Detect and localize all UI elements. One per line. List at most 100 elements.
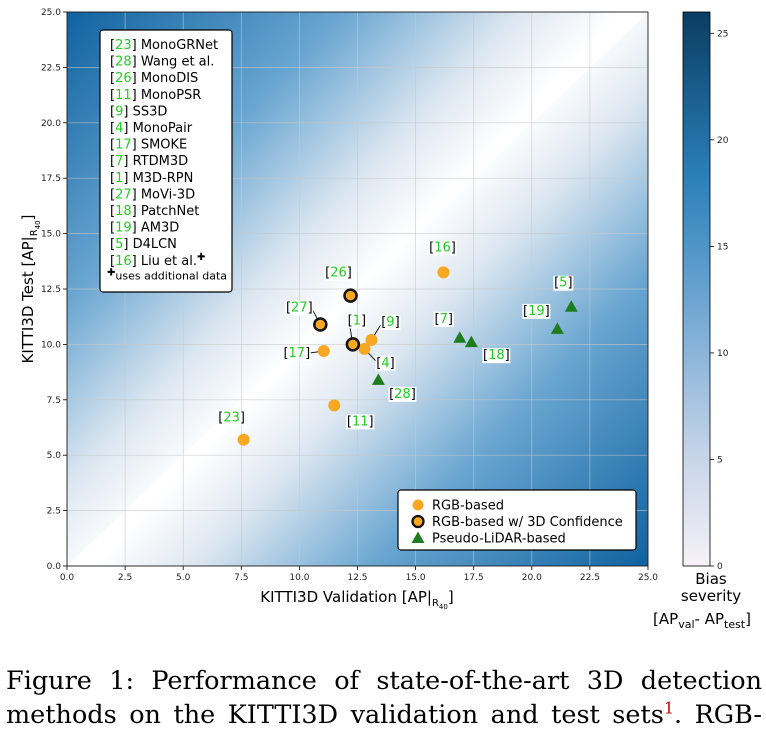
methods-legend-entry: [27] MoVi-3D [110,187,195,202]
methods-legend-entry: [16] Liu et al.✚ [110,252,205,269]
x-tick-label: 12.5 [347,573,367,583]
annotation-23: [23] [218,411,245,426]
x-tick-label: 2.5 [118,573,132,583]
annotation-box-7 [433,311,454,327]
annotation-17: [17] [283,346,310,361]
marker-circle-4 [358,342,371,355]
colorbar-bar [682,11,711,567]
methods-legend-entry: [1] M3D-RPN [110,171,193,186]
annotation-box-27 [285,300,314,316]
series-legend-label: Pseudo-LiDAR-based [432,532,566,547]
colorbar-tick-label: 15 [717,242,728,252]
methods-legend-entry: [17] SMOKE [110,138,187,153]
methods-legend-entry: [23] MonoGRNet [110,38,218,53]
y-tick-label: 20.0 [41,119,61,129]
marker-triangle-5 [564,300,578,312]
marker-circle-23 [237,433,250,446]
annotation-27: [27] [286,300,313,315]
annotation-box-11 [346,414,375,430]
x-tick-label: 22.5 [580,573,600,583]
marker-triangle-19 [550,322,564,334]
y-tick-label: 7.5 [47,396,61,406]
data-markers [237,266,578,446]
x-tick-label: 0.0 [60,573,75,583]
x-tick-label: 7.5 [234,573,248,583]
annotation-box-23 [217,410,246,426]
annotation-5: [5] [554,276,572,291]
x-tick-label: 5.0 [176,573,191,583]
annotation-box-18 [482,348,511,364]
marker-circle-9 [365,333,378,346]
annotation-1: [1] [348,313,366,328]
y-tick-label: 2.5 [47,507,61,517]
x-tick-label: 10.0 [289,573,309,583]
colorbar-label-line2: severity [681,587,741,605]
marker-triangle-28 [371,373,385,385]
colorbar-tick-label: 20 [717,136,729,146]
methods-legend-entry: [11] MonoPSR [110,88,201,103]
colorbar-label-formula: [APval- APtest] [653,610,751,631]
annotation-box-26 [324,265,353,281]
methods-legend-entry: [19] AM3D [110,221,179,236]
marker-triangle-18 [464,335,478,348]
y-tick-label: 10.0 [41,340,61,350]
methods-legend-entry: [28] Wang et al. [110,55,214,70]
annotation-box-28 [388,386,417,402]
colorbar-tick-label: 25 [717,29,728,39]
annotation-box-9 [380,314,401,330]
annotation-19: [19] [523,304,550,319]
y-tick-label: 25.0 [41,8,61,18]
caption-line-2: methods on the KITTI3D validation and te… [6,698,762,730]
marker-circle-outlined-1 [345,337,361,352]
annotation-box-5 [553,275,574,291]
colorbar: 0 5 10 15 20 25 Bias severity [APval- APtest] [653,11,751,631]
x-axis-ticks: 0.0 2.5 5.0 7.5 10.0 12.5 15.0 17.5 20.0 22.5 25.0 [60,566,658,583]
methods-legend-entry: [4] MonoPair [110,121,193,136]
annotation-7: [7] [435,312,453,327]
colorbar-tick-label: 5 [717,455,723,465]
annotation-9: [9] [381,315,399,330]
marker-circle-16 [437,266,450,279]
annotation-box-19 [522,303,551,319]
methods-legend-entry: [5] D4LCN [110,237,177,252]
y-axis-label: KITTI3D Test [AP|R40] [19,215,42,364]
annotation-26: [26] [325,266,352,281]
annotation-box-1 [346,313,367,329]
series-legend-label: RGB-based [432,499,504,514]
y-tick-label: 17.5 [41,174,61,184]
annotation-18: [18] [483,348,510,363]
annotation-11: [11] [347,414,374,429]
x-axis-label: KITTI3D Validation [AP|R40] [260,588,453,611]
marker-circle-outlined-26 [343,288,358,303]
annotation-box-16 [428,240,457,256]
annotation-28: [28] [389,387,416,402]
plot-background [67,12,648,566]
methods-legend-entry: [18] PatchNet [110,204,199,219]
caption-line-1: Figure 1: Performance of state-of-the-ar… [6,666,762,696]
colorbar-tick-label: 0 [717,562,723,572]
series-legend-swatch [412,499,424,511]
x-tick-label: 20.0 [522,573,542,583]
marker-circle-11 [328,399,341,412]
point-annotations: [1] [4] [5] [7] [9] [11] [16] [17] [18] [19] [23] [… [217,240,574,430]
methods-legend: [23] MonoGRNet [28] Wang et al.[26] MonoD… [99,29,233,293]
x-tick-label: 17.5 [464,573,484,583]
methods-legend-entry: [7] RTDM3D [110,154,188,169]
colorbar-ticks: 0 5 10 15 20 25 [710,29,729,572]
figure-caption: Figure 1: Performance of state-of-the-ar… [6,664,762,732]
marker-circle-outlined-27 [313,317,328,332]
y-tick-label: 0.0 [47,562,62,572]
x-tick-label: 15.0 [406,573,426,583]
y-tick-label: 22.5 [41,63,61,73]
methods-legend-entry: [26] MonoDIS [110,71,198,86]
annotation-16: [16] [429,240,456,255]
series-legend-swatch [411,531,425,543]
y-tick-label: 15.0 [41,230,61,240]
scatter-chart: 0.0 2.5 5.0 7.5 10.0 12.5 15.0 17.5 20.0 22.5 25.0… [19,8,751,631]
annotation-box-4 [375,355,396,371]
y-axis-ticks: 0.0 2.5 5.0 7.5 10.0 12.5 15.0 17.5 20.0 22.5 25.0 [41,8,67,572]
series-legend-swatch [411,514,425,529]
methods-legend-entry: [9] SS3D [110,104,167,119]
footnote-marker[interactable]: 1 [663,698,674,718]
